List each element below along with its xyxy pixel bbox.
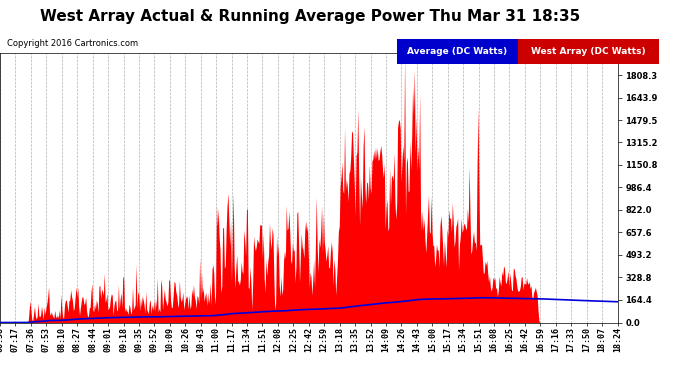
Text: West Array (DC Watts): West Array (DC Watts) <box>531 47 646 56</box>
Text: Average (DC Watts): Average (DC Watts) <box>407 47 507 56</box>
Text: West Array Actual & Running Average Power Thu Mar 31 18:35: West Array Actual & Running Average Powe… <box>41 9 580 24</box>
Text: Copyright 2016 Cartronics.com: Copyright 2016 Cartronics.com <box>7 39 138 48</box>
